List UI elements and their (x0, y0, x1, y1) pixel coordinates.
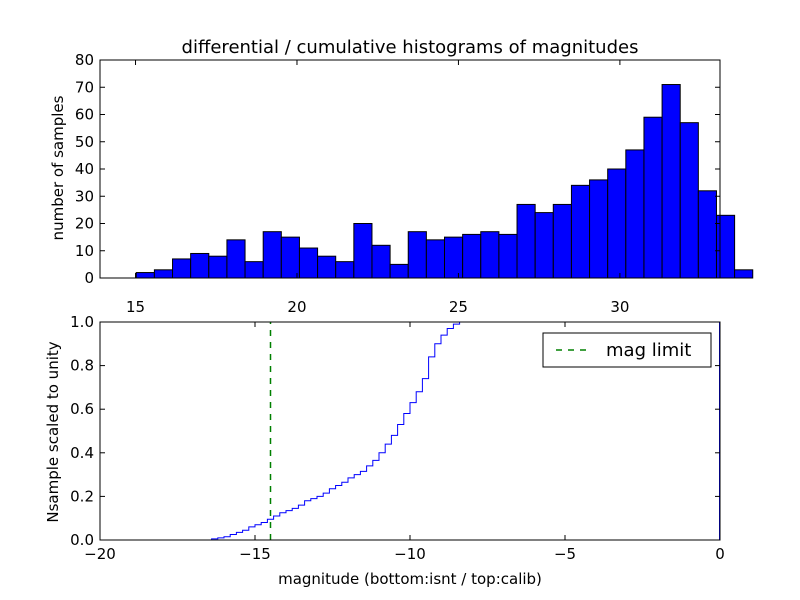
histogram-bar (516, 203, 536, 279)
bottom-x-tick-label: −20 (84, 545, 116, 563)
histogram-bar (389, 263, 409, 279)
histogram-bar (643, 116, 663, 279)
histogram-bar (552, 203, 572, 279)
histogram-bar (444, 236, 464, 279)
histogram-bar (135, 272, 155, 279)
top-x-tick-label: 15 (126, 298, 145, 316)
histogram-bar (480, 231, 500, 279)
histogram-bar (425, 239, 445, 279)
bottom-y-axis-label: Nsample scaled to unity (44, 341, 62, 522)
bottom-y-tick-label: 0.0 (70, 531, 94, 549)
histogram-bar (353, 223, 373, 279)
cumulative-step-line (100, 321, 466, 541)
histogram-bars (135, 84, 754, 279)
histogram-bar (625, 149, 645, 279)
top-y-tick-label: 10 (75, 242, 94, 260)
histogram-bar (335, 261, 355, 279)
histogram-bar (715, 214, 736, 279)
histogram-bar (262, 231, 282, 279)
histogram-bar (661, 84, 681, 279)
histogram-bar (172, 258, 192, 279)
histogram-bar (190, 252, 210, 279)
legend-label-mag-limit: mag limit (606, 340, 691, 361)
histogram-bar (734, 269, 754, 279)
histogram-bar (317, 255, 337, 279)
chart-title: differential / cumulative histograms of … (182, 37, 639, 58)
histogram-bar (679, 122, 699, 279)
bottom-x-tick-label: −5 (554, 545, 576, 563)
top-y-tick-label: 20 (75, 215, 94, 233)
bottom-x-axis-label: magnitude (bottom:isnt / top:calib) (278, 570, 542, 588)
bottom-y-tick-label: 0.4 (70, 444, 94, 462)
differential-histogram-chart: differential / cumulative histograms of … (49, 37, 754, 316)
top-y-tick-label: 70 (75, 78, 94, 96)
histogram-bar (244, 261, 264, 279)
histogram-bar (298, 247, 319, 279)
histogram-bar (498, 233, 518, 279)
bottom-y-tick-label: 0.8 (70, 357, 94, 375)
histogram-bar (280, 236, 300, 279)
bottom-x-tick-label: −15 (239, 545, 271, 563)
top-y-tick-label: 40 (75, 160, 94, 178)
top-plot-frame (99, 59, 721, 279)
top-y-tick-label: 50 (75, 133, 94, 151)
histogram-bar (371, 244, 391, 279)
bottom-plot-frame (99, 321, 721, 541)
histogram-bar (153, 269, 174, 279)
bottom-y-tick-label: 0.2 (70, 487, 94, 505)
bottom-y-tick-label: 1.0 (70, 313, 94, 331)
top-y-tick-label: 30 (75, 187, 94, 205)
top-y-tick-label: 60 (75, 106, 94, 124)
histogram-bar (407, 231, 427, 279)
top-y-tick-label: 0 (84, 269, 94, 287)
cumulative-histogram-chart: Nsample scaled to unity magnitude (botto… (44, 313, 725, 588)
histogram-bar (697, 190, 717, 279)
histogram-bar (226, 239, 246, 279)
top-axis-ticks: 0 10 20 30 40 50 60 70 80 15 20 25 30 (75, 51, 720, 316)
top-x-tick-label: 25 (449, 298, 468, 316)
histogram-bar (607, 168, 627, 279)
top-x-tick-label: 20 (287, 298, 306, 316)
histogram-bar (589, 179, 609, 279)
bottom-x-tick-label: 0 (715, 545, 725, 563)
legend: mag limit (542, 332, 712, 368)
top-x-tick-label: 30 (610, 298, 629, 316)
bottom-x-tick-label: −10 (394, 545, 426, 563)
histogram-bar (570, 184, 591, 279)
top-y-tick-label: 80 (75, 51, 94, 69)
histogram-bar (534, 212, 554, 279)
top-y-axis-label: number of samples (49, 95, 67, 240)
histogram-bar (208, 255, 228, 279)
histogram-bar (462, 233, 482, 279)
bottom-y-tick-label: 0.6 (70, 400, 94, 418)
